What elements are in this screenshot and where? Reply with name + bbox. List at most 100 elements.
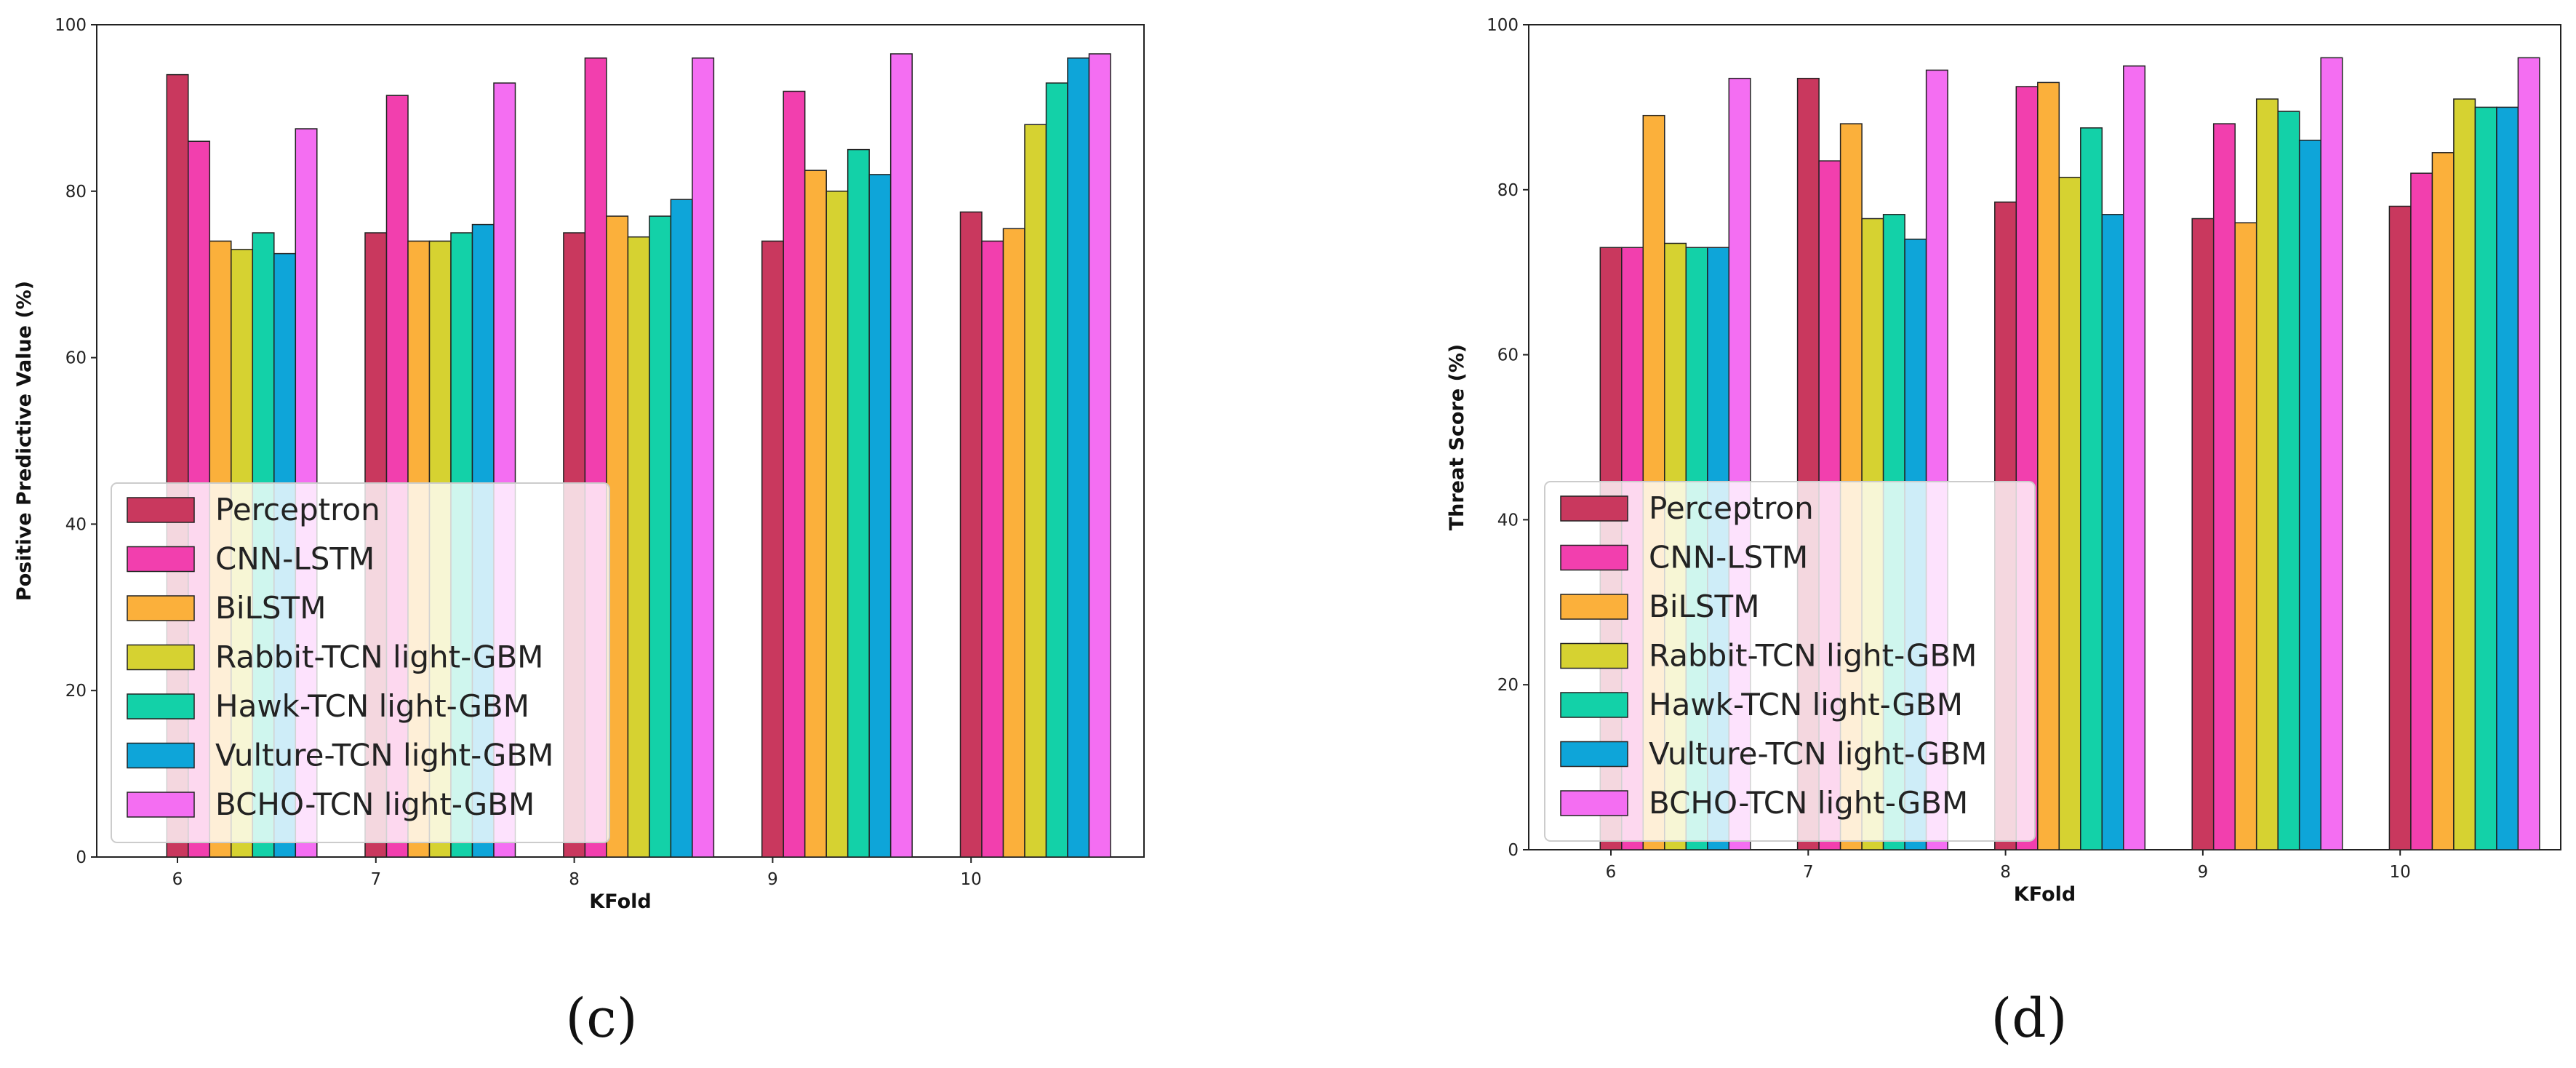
legend-swatch bbox=[1560, 692, 1628, 718]
y-tick-label: 20 bbox=[1497, 676, 1519, 695]
bar-cnn-lstm-10 bbox=[2410, 172, 2433, 850]
bar-perceptron-10 bbox=[959, 211, 983, 858]
x-axis-label: KFold bbox=[2014, 883, 2076, 906]
legend-swatch bbox=[127, 497, 195, 523]
bar-rabbit-tcn-light-gbm-8 bbox=[2058, 177, 2081, 850]
y-tick-label: 80 bbox=[65, 183, 87, 202]
bar-hawk-tcn-light-gbm-8 bbox=[2080, 127, 2103, 850]
bar-perceptron-9 bbox=[2191, 218, 2215, 850]
legend-entry: Rabbit-TCN light-GBM bbox=[1649, 638, 1977, 674]
bar-hawk-tcn-light-gbm-10 bbox=[2474, 106, 2497, 850]
legend-swatch bbox=[1560, 495, 1628, 522]
legend-entry: Hawk-TCN light-GBM bbox=[215, 688, 529, 724]
x-tick-label: 6 bbox=[1606, 863, 1617, 882]
y-tick-label: 0 bbox=[76, 848, 87, 867]
bar-hawk-tcn-light-gbm-8 bbox=[649, 215, 672, 858]
bar-perceptron-9 bbox=[761, 240, 784, 858]
legend-swatch bbox=[127, 644, 195, 671]
legend-entry: CNN-LSTM bbox=[1649, 540, 1808, 575]
bar-vulture-tcn-light-gbm-10 bbox=[1067, 57, 1090, 858]
legend-entry: BiLSTM bbox=[215, 590, 326, 626]
bar-vulture-tcn-light-gbm-10 bbox=[2496, 106, 2519, 850]
legend-entry: Hawk-TCN light-GBM bbox=[1649, 687, 1963, 722]
bar-bilstm-10 bbox=[2431, 152, 2455, 850]
bar-cnn-lstm-10 bbox=[981, 240, 1004, 858]
bar-rabbit-tcn-light-gbm-10 bbox=[2453, 98, 2476, 850]
y-tick-label: 60 bbox=[1497, 346, 1519, 365]
legend-entry: Vulture-TCN light-GBM bbox=[1649, 736, 1987, 772]
legend-box bbox=[1544, 481, 2036, 842]
x-tick-label: 6 bbox=[172, 870, 183, 889]
legend-entry: Perceptron bbox=[1649, 490, 1814, 526]
bar-hawk-tcn-light-gbm-10 bbox=[1045, 82, 1068, 858]
bar-bilstm-9 bbox=[804, 170, 827, 858]
x-tick-label: 10 bbox=[961, 870, 982, 889]
bar-bcho-tcn-light-gbm-10 bbox=[2517, 57, 2540, 850]
legend-swatch bbox=[127, 595, 195, 621]
bar-bilstm-10 bbox=[1002, 228, 1025, 858]
bar-vulture-tcn-light-gbm-9 bbox=[2298, 140, 2321, 850]
legend-swatch bbox=[127, 693, 195, 720]
x-tick-label: 8 bbox=[2000, 863, 2011, 882]
y-tick-label: 0 bbox=[1508, 841, 1519, 860]
y-tick-label: 80 bbox=[1497, 181, 1519, 200]
bar-rabbit-tcn-light-gbm-9 bbox=[2255, 98, 2279, 850]
bar-cnn-lstm-9 bbox=[2212, 123, 2236, 850]
legend-swatch bbox=[1560, 790, 1628, 816]
legend-swatch bbox=[127, 742, 195, 769]
bar-vulture-tcn-light-gbm-8 bbox=[670, 199, 693, 858]
panel-caption: (c) bbox=[565, 987, 637, 1050]
x-axis-label: KFold bbox=[589, 890, 651, 913]
x-tick-label: 7 bbox=[370, 870, 381, 889]
x-tick-label: 9 bbox=[767, 870, 778, 889]
y-axis-label: Positive Predictive Value (%) bbox=[13, 281, 36, 601]
bar-bilstm-8 bbox=[2037, 81, 2060, 850]
bar-bcho-tcn-light-gbm-10 bbox=[1088, 53, 1111, 858]
x-tick-label: 10 bbox=[2390, 863, 2411, 882]
y-tick-label: 60 bbox=[65, 349, 87, 368]
bar-bcho-tcn-light-gbm-9 bbox=[2320, 57, 2343, 850]
legend-entry: BiLSTM bbox=[1649, 589, 1759, 624]
legend: Perceptron CNN-LSTM BiLSTM Rabbit-TCN light… bbox=[1544, 481, 2036, 842]
x-tick-label: 8 bbox=[569, 870, 580, 889]
legend-entry: CNN-LSTM bbox=[215, 541, 375, 577]
y-tick-label: 100 bbox=[1487, 16, 1519, 35]
legend-entry: Rabbit-TCN light-GBM bbox=[215, 639, 543, 675]
bar-rabbit-tcn-light-gbm-9 bbox=[825, 191, 849, 858]
bar-vulture-tcn-light-gbm-8 bbox=[2101, 214, 2124, 850]
bar-bcho-tcn-light-gbm-9 bbox=[889, 53, 913, 858]
y-tick-label: 100 bbox=[55, 16, 87, 35]
legend-swatch bbox=[127, 546, 195, 573]
bar-cnn-lstm-9 bbox=[783, 90, 806, 858]
bar-rabbit-tcn-light-gbm-8 bbox=[627, 236, 650, 858]
bar-hawk-tcn-light-gbm-9 bbox=[847, 148, 870, 858]
legend-swatch bbox=[1560, 642, 1628, 669]
bar-bcho-tcn-light-gbm-8 bbox=[692, 57, 715, 858]
panel-caption: (d) bbox=[1991, 987, 2067, 1050]
legend-swatch bbox=[1560, 741, 1628, 768]
bar-rabbit-tcn-light-gbm-10 bbox=[1024, 124, 1047, 858]
bar-bcho-tcn-light-gbm-8 bbox=[2123, 65, 2146, 850]
legend-entry: Vulture-TCN light-GBM bbox=[215, 738, 553, 773]
legend-entry: BCHO-TCN light-GBM bbox=[215, 786, 535, 822]
legend-entry: BCHO-TCN light-GBM bbox=[1649, 785, 1968, 821]
y-tick-label: 20 bbox=[65, 682, 87, 701]
x-tick-label: 9 bbox=[2198, 863, 2209, 882]
bar-hawk-tcn-light-gbm-9 bbox=[2277, 111, 2300, 850]
bar-perceptron-10 bbox=[2388, 205, 2412, 850]
y-axis-label: Threat Score (%) bbox=[1446, 344, 1468, 531]
y-tick-label: 40 bbox=[65, 515, 87, 534]
x-tick-label: 7 bbox=[1803, 863, 1814, 882]
legend-entry: Perceptron bbox=[215, 492, 380, 527]
bar-bilstm-9 bbox=[2234, 222, 2257, 850]
legend: Perceptron CNN-LSTM BiLSTM Rabbit-TCN light… bbox=[111, 482, 610, 843]
legend-swatch bbox=[1560, 594, 1628, 620]
bar-vulture-tcn-light-gbm-9 bbox=[868, 174, 892, 858]
y-tick-label: 40 bbox=[1497, 511, 1519, 530]
legend-box bbox=[111, 482, 610, 843]
legend-swatch bbox=[127, 792, 195, 818]
legend-swatch bbox=[1560, 544, 1628, 571]
